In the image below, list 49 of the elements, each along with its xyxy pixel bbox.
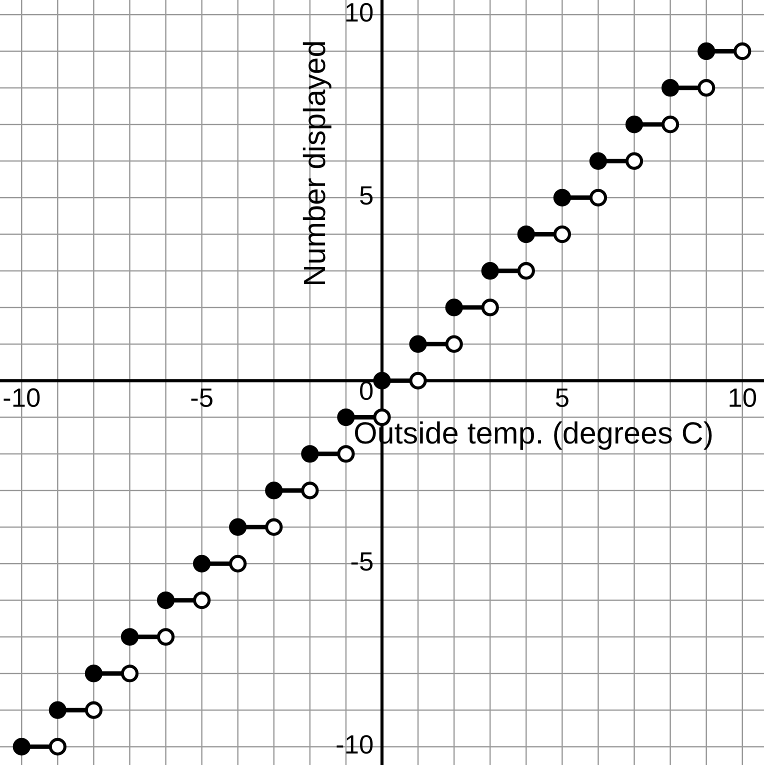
point: [409, 335, 427, 353]
point: [120, 664, 139, 682]
point: [517, 262, 535, 280]
point: [589, 152, 608, 170]
point: [84, 701, 103, 719]
point: [265, 518, 283, 536]
point: [84, 664, 103, 682]
point: [625, 152, 644, 170]
x-tick-label: 5: [556, 388, 568, 407]
point: [12, 738, 30, 756]
point: [301, 445, 319, 463]
point: [48, 701, 66, 719]
point: [445, 335, 463, 353]
point: [661, 116, 680, 134]
point: [337, 408, 355, 426]
point: [229, 554, 247, 572]
point: [193, 554, 211, 572]
point: [156, 628, 175, 646]
point: [48, 738, 66, 756]
y-axis-title: Number displayed: [302, 42, 332, 284]
y-tick-label: -5: [351, 552, 373, 571]
point: [409, 372, 427, 390]
point: [193, 591, 211, 610]
point: [229, 518, 247, 536]
point: [156, 591, 175, 610]
x-tick-label: -10: [4, 388, 40, 407]
point: [589, 188, 608, 206]
y-tick-label: -10: [336, 735, 373, 754]
point: [373, 372, 391, 390]
point: [517, 225, 535, 244]
y-tick-label: 10: [346, 3, 373, 22]
point: [481, 262, 499, 280]
point: [301, 482, 319, 500]
point: [481, 298, 499, 316]
point: [337, 445, 355, 463]
point: [625, 116, 644, 134]
point: [120, 628, 139, 646]
point: [265, 482, 283, 500]
x-tick-label: 0: [360, 381, 373, 400]
y-tick-label: 5: [360, 186, 373, 205]
point: [698, 42, 716, 60]
point: [553, 225, 571, 244]
point: [734, 42, 752, 60]
x-tick-label: -5: [191, 388, 212, 407]
point: [661, 79, 680, 97]
point: [553, 188, 571, 206]
point: [698, 79, 716, 97]
x-tick-label: 10: [730, 388, 756, 407]
point: [445, 298, 463, 316]
